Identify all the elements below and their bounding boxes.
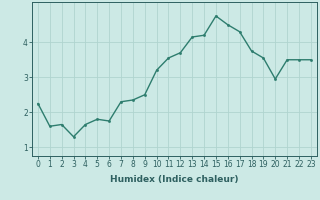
X-axis label: Humidex (Indice chaleur): Humidex (Indice chaleur): [110, 175, 239, 184]
